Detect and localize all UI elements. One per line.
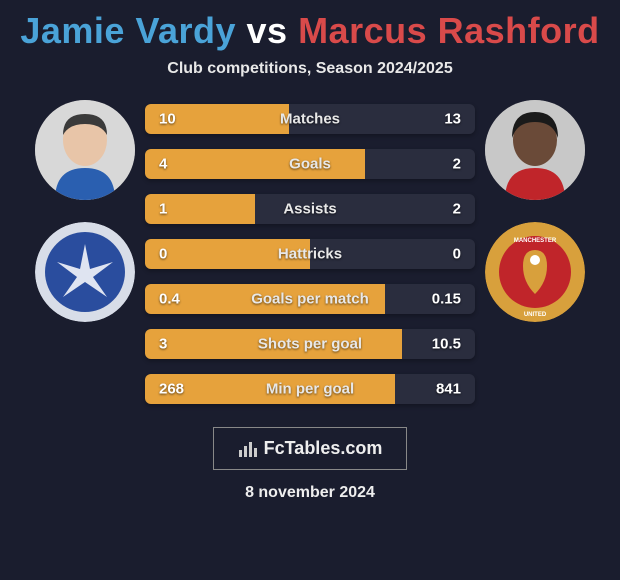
club1-badge: LCFC <box>35 222 135 322</box>
club2-badge-svg: MANCHESTER UNITED <box>485 222 585 322</box>
stat-value-left: 4 <box>159 156 167 173</box>
stat-row: 1 2 Assists <box>145 194 475 224</box>
stat-value-right: 2 <box>453 156 461 173</box>
stat-row: 0 0 Hattricks <box>145 239 475 269</box>
player1-name: Jamie Vardy <box>20 10 236 51</box>
left-column: LCFC <box>35 100 135 322</box>
player1-avatar-svg <box>35 100 135 200</box>
stat-value-left: 3 <box>159 336 167 353</box>
stat-row: 0.4 0.15 Goals per match <box>145 284 475 314</box>
stat-value-right: 13 <box>444 111 461 128</box>
svg-text:MANCHESTER: MANCHESTER <box>514 238 557 244</box>
brand-text: FcTables.com <box>264 438 383 459</box>
subtitle: Club competitions, Season 2024/2025 <box>167 60 452 78</box>
vs-separator: vs <box>236 10 298 51</box>
brand-box: FcTables.com <box>213 427 408 470</box>
page-title: Jamie Vardy vs Marcus Rashford <box>20 10 599 52</box>
club1-badge-svg: LCFC <box>35 222 135 322</box>
stat-value-right: 10.5 <box>432 336 461 353</box>
stat-row: 10 13 Matches <box>145 104 475 134</box>
stat-label: Min per goal <box>266 381 354 398</box>
stat-label: Assists <box>283 201 336 218</box>
player2-name: Marcus Rashford <box>298 10 600 51</box>
stat-value-right: 0.15 <box>432 291 461 308</box>
stat-label: Goals <box>289 156 331 173</box>
footer: FcTables.com 8 november 2024 <box>213 427 408 502</box>
svg-text:UNITED: UNITED <box>524 312 547 318</box>
brand-icon <box>238 440 258 458</box>
right-column: MANCHESTER UNITED <box>485 100 585 322</box>
stat-value-left: 1 <box>159 201 167 218</box>
stat-row: 3 10.5 Shots per goal <box>145 329 475 359</box>
stat-value-left: 268 <box>159 381 184 398</box>
stat-value-left: 0 <box>159 246 167 263</box>
stat-value-left: 10 <box>159 111 176 128</box>
main-area: LCFC 10 13 Matches 4 2 Goals 1 2 Assists 0 0 Hattri… <box>0 100 620 404</box>
stats-list: 10 13 Matches 4 2 Goals 1 2 Assists 0 0 Hattricks 0.… <box>145 104 475 404</box>
comparison-card: Jamie Vardy vs Marcus Rashford Club comp… <box>0 0 620 580</box>
player2-avatar <box>485 100 585 200</box>
date-text: 8 november 2024 <box>245 484 375 502</box>
stat-label: Hattricks <box>278 246 342 263</box>
stat-value-right: 0 <box>453 246 461 263</box>
bar-right <box>385 284 475 314</box>
stat-row: 268 841 Min per goal <box>145 374 475 404</box>
bar-left <box>145 149 365 179</box>
stat-row: 4 2 Goals <box>145 149 475 179</box>
club2-badge: MANCHESTER UNITED <box>485 222 585 322</box>
stat-value-right: 2 <box>453 201 461 218</box>
stat-label: Matches <box>280 111 340 128</box>
stat-label: Goals per match <box>251 291 369 308</box>
stat-value-right: 841 <box>436 381 461 398</box>
player1-avatar <box>35 100 135 200</box>
stat-value-left: 0.4 <box>159 291 180 308</box>
stat-label: Shots per goal <box>258 336 362 353</box>
player2-avatar-svg <box>485 100 585 200</box>
